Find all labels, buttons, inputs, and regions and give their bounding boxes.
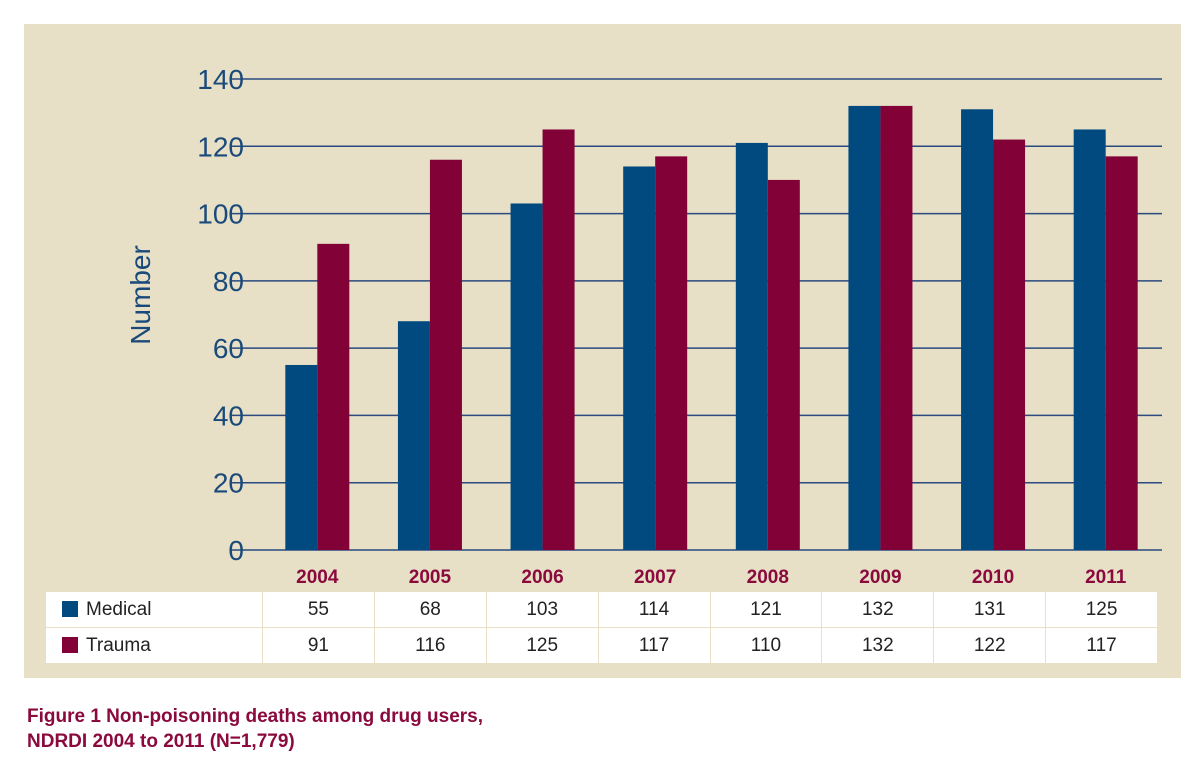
table-cell: 117	[1045, 627, 1158, 664]
bar-trauma-2007	[655, 156, 688, 550]
bar-medical-2007	[623, 166, 656, 550]
bar-trauma-2004	[317, 243, 350, 550]
table-cell: 132	[821, 591, 935, 628]
legend-swatch	[62, 600, 78, 617]
table-cell: 131	[933, 591, 1047, 628]
bar-medical-2005	[397, 321, 430, 550]
bar-medical-2011	[1073, 129, 1106, 550]
series-label: Medical	[45, 591, 263, 628]
bars	[285, 105, 1138, 551]
caption-line-1: Figure 1 Non-poisoning deaths among drug…	[27, 706, 484, 727]
table-cell: 55	[262, 591, 375, 628]
bar-trauma-2011	[1105, 156, 1138, 550]
bar-trauma-2006	[542, 129, 575, 550]
table-cell: 125	[485, 627, 599, 664]
table-cell: 116	[373, 627, 487, 664]
table-row: Trauma 91 116 125 117 110 132 122 117	[45, 627, 1158, 664]
table-row: Medical 55 68 103 114 121 132 131 125	[45, 591, 1158, 628]
x-tick-label: 2007	[634, 567, 676, 588]
table-cell: 117	[597, 627, 711, 664]
y-tick-label: 120	[197, 131, 244, 162]
table-cell: 110	[709, 627, 823, 664]
table-cell: 103	[485, 591, 599, 628]
caption-line-2: NDRDI 2004 to 2011 (N=1,779)	[27, 731, 295, 752]
x-tick-label: 2008	[747, 567, 789, 588]
y-axis-ticks: 0 20 40 60 80 100 120 140	[197, 64, 244, 566]
x-tick-label: 2010	[972, 567, 1014, 588]
table-cell: 114	[597, 591, 711, 628]
y-tick-label: 60	[213, 333, 244, 364]
x-axis-ticks: 2004 2005 2006 2007 2008 2009 2010 2011	[296, 567, 1127, 588]
bar-medical-2010	[961, 109, 994, 551]
bar-trauma-2008	[767, 179, 800, 550]
bar-medical-2004	[285, 364, 318, 550]
x-tick-label: 2011	[1085, 567, 1127, 588]
x-tick-label: 2005	[409, 567, 452, 588]
data-table: Medical 55 68 103 114 121 132 131 125 Trauma 91 116…	[45, 591, 1158, 664]
table-cell: 68	[373, 591, 487, 628]
y-tick-label: 40	[213, 400, 244, 431]
y-tick-label: 20	[213, 468, 244, 499]
series-name: Trauma	[86, 634, 151, 656]
series-label: Trauma	[45, 627, 263, 664]
y-axis-title: Number	[125, 245, 156, 345]
bar-trauma-2005	[429, 159, 462, 550]
series-name: Medical	[86, 598, 152, 620]
x-tick-label: 2009	[859, 567, 901, 588]
table-cell: 125	[1045, 591, 1158, 628]
y-tick-label: 100	[197, 199, 244, 230]
table-cell: 91	[262, 627, 375, 664]
x-tick-label: 2006	[521, 567, 563, 588]
y-tick-label: 140	[197, 64, 244, 95]
bar-trauma-2009	[880, 105, 913, 551]
bar-medical-2006	[510, 203, 543, 550]
legend-swatch	[62, 636, 78, 653]
bar-medical-2008	[735, 142, 768, 550]
bar-medical-2009	[848, 105, 881, 551]
y-tick-label: 80	[213, 266, 244, 297]
y-tick-label: 0	[228, 535, 244, 566]
table-cell: 122	[933, 627, 1047, 664]
table-cell: 121	[709, 591, 823, 628]
x-tick-label: 2004	[296, 567, 339, 588]
table-cell: 132	[821, 627, 935, 664]
figure-caption: Figure 1 Non-poisoning deaths among drug…	[27, 704, 483, 754]
bar-trauma-2010	[993, 139, 1026, 551]
